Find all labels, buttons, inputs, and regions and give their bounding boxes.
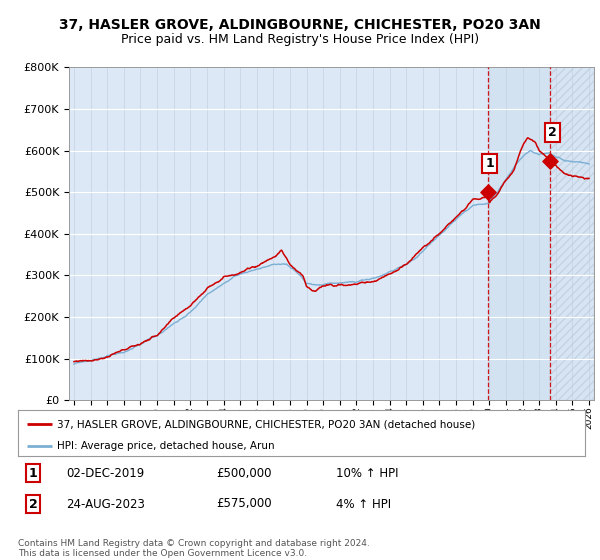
Text: 2: 2 [548,126,557,139]
Text: 37, HASLER GROVE, ALDINGBOURNE, CHICHESTER, PO20 3AN (detached house): 37, HASLER GROVE, ALDINGBOURNE, CHICHEST… [56,419,475,430]
Bar [550,67,594,400]
Text: 2: 2 [29,497,37,511]
Text: HPI: Average price, detached house, Arun: HPI: Average price, detached house, Arun [56,441,274,451]
Text: 24-AUG-2023: 24-AUG-2023 [66,497,145,511]
Point [545,156,555,165]
Text: £500,000: £500,000 [216,466,271,480]
Text: 1: 1 [485,157,494,170]
Text: 4% ↑ HPI: 4% ↑ HPI [336,497,391,511]
Bar [488,67,550,400]
Text: Price paid vs. HM Land Registry's House Price Index (HPI): Price paid vs. HM Land Registry's House … [121,32,479,46]
Text: £575,000: £575,000 [216,497,272,511]
Text: Contains HM Land Registry data © Crown copyright and database right 2024.
This d: Contains HM Land Registry data © Crown c… [18,539,370,558]
Text: 10% ↑ HPI: 10% ↑ HPI [336,466,398,480]
Text: 37, HASLER GROVE, ALDINGBOURNE, CHICHESTER, PO20 3AN: 37, HASLER GROVE, ALDINGBOURNE, CHICHEST… [59,18,541,32]
Point [483,188,493,197]
Text: 1: 1 [29,466,37,480]
Text: 02-DEC-2019: 02-DEC-2019 [66,466,144,480]
